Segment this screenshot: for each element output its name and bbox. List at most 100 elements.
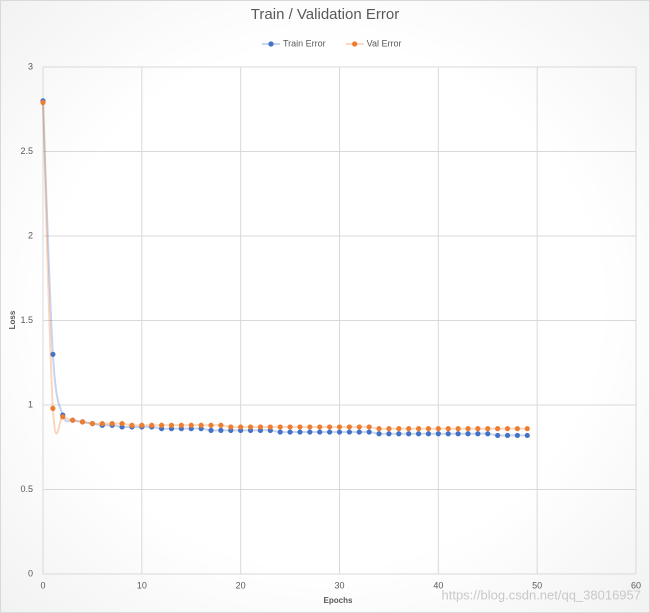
data-point bbox=[218, 422, 224, 428]
x-tick-label: 30 bbox=[334, 580, 344, 590]
data-point bbox=[247, 424, 254, 430]
data-point bbox=[40, 99, 46, 106]
data-point bbox=[287, 429, 293, 435]
data-point bbox=[129, 422, 135, 428]
data-point bbox=[415, 431, 422, 437]
data-point bbox=[297, 429, 303, 435]
data-point bbox=[485, 431, 491, 437]
data-point bbox=[119, 420, 125, 427]
data-point bbox=[504, 432, 511, 439]
data-point bbox=[198, 422, 204, 428]
data-point bbox=[524, 426, 530, 432]
x-tick-label: 50 bbox=[532, 580, 542, 590]
data-point bbox=[396, 426, 402, 432]
data-point bbox=[99, 420, 105, 427]
data-point bbox=[485, 426, 491, 432]
data-point bbox=[208, 427, 214, 433]
data-point bbox=[149, 422, 155, 428]
data-point bbox=[50, 405, 56, 411]
y-axis-title: Loss bbox=[8, 310, 17, 329]
data-point bbox=[366, 424, 372, 430]
data-point bbox=[514, 432, 521, 439]
data-point bbox=[327, 424, 333, 430]
data-point bbox=[109, 420, 115, 427]
y-tick-label: 1.5 bbox=[20, 315, 33, 325]
data-point bbox=[346, 424, 352, 430]
data-point bbox=[425, 426, 432, 432]
data-point bbox=[228, 424, 234, 430]
data-point bbox=[495, 426, 501, 432]
x-tick-label: 60 bbox=[631, 580, 641, 590]
x-axis-title: Epochs bbox=[324, 596, 353, 605]
legend-label: Val Error bbox=[367, 38, 402, 48]
x-tick-label: 40 bbox=[433, 580, 443, 590]
y-tick-label: 1 bbox=[28, 399, 33, 409]
data-point bbox=[406, 426, 412, 432]
data-point bbox=[504, 426, 511, 432]
legend-marker bbox=[352, 41, 358, 47]
data-point bbox=[356, 429, 362, 435]
watermark: https://blog.csdn.net/qq_38016957 bbox=[442, 587, 642, 602]
data-point bbox=[139, 422, 145, 428]
data-point bbox=[376, 431, 382, 437]
y-tick-label: 0 bbox=[28, 568, 33, 578]
data-point bbox=[168, 422, 175, 428]
x-tick-label: 10 bbox=[137, 580, 147, 590]
data-point bbox=[79, 419, 86, 425]
data-point bbox=[307, 429, 313, 435]
data-point bbox=[89, 420, 96, 427]
x-tick-label: 0 bbox=[40, 580, 45, 590]
data-point bbox=[514, 426, 521, 432]
data-point bbox=[425, 431, 432, 437]
data-point bbox=[415, 426, 422, 432]
data-point bbox=[267, 424, 273, 430]
data-point bbox=[327, 429, 333, 435]
y-tick-label: 0.5 bbox=[20, 484, 33, 494]
data-point bbox=[386, 431, 392, 437]
data-point bbox=[435, 431, 441, 437]
data-point bbox=[524, 432, 530, 439]
data-point bbox=[346, 429, 352, 435]
data-point bbox=[159, 422, 165, 428]
y-tick-label: 2.5 bbox=[20, 146, 33, 156]
data-point bbox=[70, 417, 76, 423]
data-point bbox=[435, 426, 441, 432]
data-point bbox=[366, 429, 372, 435]
data-point bbox=[376, 426, 382, 432]
data-point bbox=[396, 431, 402, 437]
legend-marker bbox=[268, 41, 274, 47]
data-point bbox=[178, 422, 184, 428]
data-point bbox=[455, 426, 461, 432]
data-point bbox=[455, 431, 461, 437]
data-point bbox=[356, 424, 362, 430]
data-point bbox=[465, 431, 471, 437]
data-point bbox=[287, 424, 293, 430]
y-tick-label: 3 bbox=[28, 61, 33, 71]
y-tick-label: 2 bbox=[28, 230, 33, 240]
data-point bbox=[336, 424, 343, 430]
chart-title: Train / Validation Error bbox=[251, 6, 399, 23]
data-point bbox=[297, 424, 303, 430]
data-point bbox=[238, 424, 244, 430]
series-line bbox=[42, 102, 528, 435]
data-point bbox=[317, 424, 323, 430]
data-point bbox=[208, 422, 214, 428]
data-point bbox=[495, 432, 501, 439]
data-point bbox=[445, 426, 451, 432]
data-point bbox=[445, 431, 451, 437]
data-point bbox=[277, 429, 283, 435]
data-point bbox=[475, 431, 481, 437]
data-point bbox=[188, 422, 194, 428]
data-point bbox=[277, 424, 283, 430]
data-point bbox=[336, 429, 343, 435]
data-point bbox=[465, 426, 471, 432]
data-point bbox=[386, 426, 392, 432]
legend-label: Train Error bbox=[283, 38, 326, 48]
data-point bbox=[307, 424, 313, 430]
x-tick-label: 20 bbox=[236, 580, 246, 590]
data-point bbox=[50, 351, 56, 357]
data-point bbox=[218, 427, 224, 433]
data-point bbox=[257, 424, 264, 430]
